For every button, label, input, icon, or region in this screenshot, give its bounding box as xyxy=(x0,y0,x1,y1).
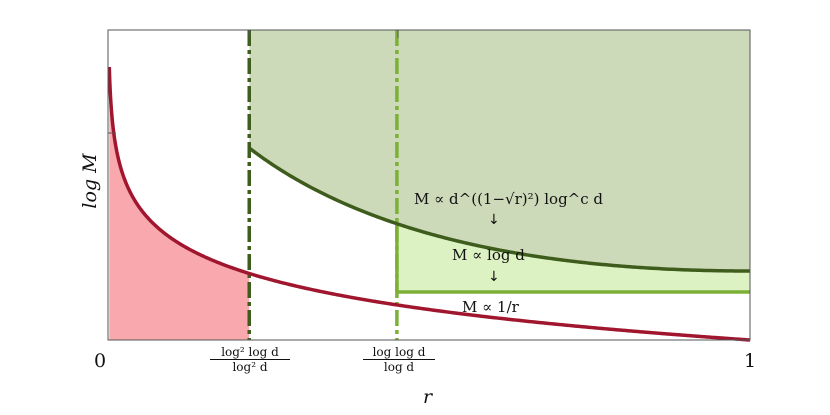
second-threshold-numerator: log log d xyxy=(363,345,435,360)
plot-frame xyxy=(107,29,751,341)
annotation-upper-formula: M ∝ d^((1−√r)²) log^c d xyxy=(414,190,604,208)
chart-curves xyxy=(107,30,751,342)
second-threshold-denominator: log d xyxy=(383,360,415,374)
x-tick-label-end: 1 xyxy=(744,350,757,372)
annotation-middle-formula: M ∝ log d xyxy=(452,246,525,264)
x-axis-label: r xyxy=(423,386,433,408)
middle-region-fill xyxy=(396,223,750,292)
y-axis-label: log M xyxy=(79,153,101,209)
lower-curve-line xyxy=(107,66,751,342)
upper-curve-line xyxy=(248,146,750,273)
x-tick-label-start: 0 xyxy=(94,350,107,372)
down-arrow-icon: ↓ xyxy=(488,212,500,228)
first-threshold-denominator: log² d xyxy=(232,360,268,374)
x-tick-label-second-threshold: log log d log d xyxy=(363,345,435,374)
chart-regions xyxy=(109,30,751,340)
down-arrow-icon: ↓ xyxy=(488,269,500,285)
lower-region-fill xyxy=(109,67,250,340)
first-threshold-numerator: log² log d xyxy=(210,345,290,360)
annotation-lower-formula: M ∝ 1/r xyxy=(462,298,519,316)
upper-region-fill xyxy=(249,30,751,271)
x-tick-label-first-threshold: log² log d log² d xyxy=(210,345,290,374)
